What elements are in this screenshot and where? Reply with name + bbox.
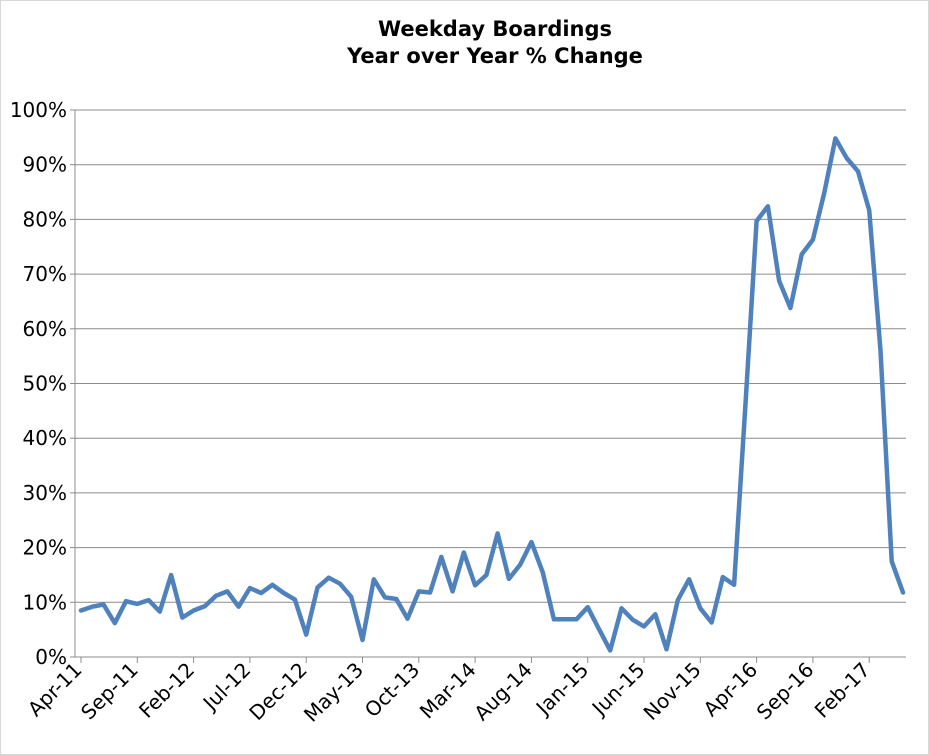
y-tick-label: 20% — [23, 536, 67, 560]
x-tick-label: Apr-16 — [699, 658, 763, 722]
y-tick-label: 70% — [23, 262, 67, 286]
x-tick-label: Jan-15 — [530, 658, 593, 721]
y-tick-label: 40% — [23, 426, 67, 450]
y-axis-ticks: 0% 10% 20% 30% 40% 50% 60% 70% 80% 90% 100% — [10, 98, 75, 669]
y-tick-label: 50% — [23, 372, 67, 396]
chart-title-block: Weekday Boardings Year over Year % Chang… — [0, 16, 929, 70]
x-tick-label: Nov-15 — [639, 658, 706, 725]
y-tick-label: 80% — [23, 207, 67, 231]
y-tick-label: 10% — [23, 590, 67, 614]
x-tick-label: Sep-16 — [752, 658, 819, 725]
x-axis — [74, 110, 906, 658]
x-tick-label: Aug-14 — [469, 658, 537, 726]
x-tick-label: Mar-14 — [415, 658, 481, 724]
x-tick-label: Feb-12 — [134, 658, 199, 723]
x-tick-label: May-13 — [299, 658, 368, 727]
chart-title: Weekday Boardings — [377, 17, 613, 41]
x-tick-label: Dec-12 — [244, 658, 311, 725]
x-tick-label: Jun-15 — [586, 658, 650, 722]
y-tick-label: 100% — [10, 98, 67, 122]
y-tick-label: 0% — [35, 645, 67, 669]
series-line — [78, 136, 906, 653]
x-tick-label: Feb-17 — [810, 658, 875, 723]
series-group — [78, 136, 906, 653]
y-tick-label: 30% — [23, 481, 67, 505]
gridlines — [75, 109, 906, 603]
y-tick-label: 60% — [23, 317, 67, 341]
x-tick-label: Sep-11 — [76, 658, 143, 725]
y-tick-label: 90% — [23, 153, 67, 177]
x-tick-label: Oct-13 — [360, 658, 425, 723]
chart-subtitle: Year over Year % Change — [347, 44, 643, 68]
